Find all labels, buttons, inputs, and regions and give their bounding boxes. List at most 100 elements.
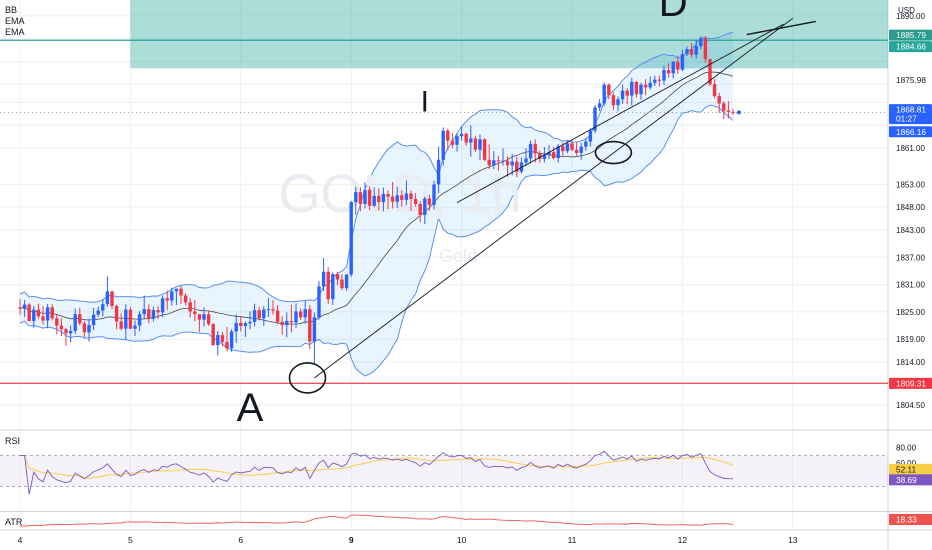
candle-body <box>616 99 620 106</box>
last-price-dot <box>737 110 741 115</box>
rsi-tag: 38.69 <box>896 475 917 485</box>
candle-body <box>717 96 721 104</box>
candle-body <box>174 288 179 292</box>
candle-body <box>703 38 708 60</box>
candle-body <box>666 70 671 74</box>
rsi-tick-label: 80.00 <box>896 444 917 453</box>
candle-body <box>487 159 491 166</box>
candle-body <box>340 279 344 289</box>
candle-body <box>335 274 340 280</box>
time-axis[interactable]: 4 5 6 9 10 11 12 13 <box>18 535 798 545</box>
candle-body <box>22 304 27 309</box>
candle-body <box>312 317 317 342</box>
price-axis[interactable]: 1804.50 1814.00 1819.00 1825.00 1831.00 1837.… <box>889 12 932 410</box>
circle-a <box>288 362 327 394</box>
candle-body <box>41 316 45 321</box>
rsi-tick-label: 60.00 <box>896 459 917 468</box>
candle-body <box>671 61 675 74</box>
candle-body <box>294 311 298 323</box>
candle-body <box>648 82 652 88</box>
candle-body <box>331 274 335 300</box>
drawings[interactable]: A I D <box>237 0 816 430</box>
candle-body <box>722 103 726 111</box>
candle-body <box>82 323 87 333</box>
candle-body <box>547 152 551 155</box>
candle-body <box>464 133 468 143</box>
candle-body <box>538 153 542 159</box>
last-price-tag-bg <box>889 104 932 125</box>
candle-body <box>478 139 482 150</box>
candle-body <box>505 160 510 166</box>
indicator-label-bb[interactable]: BB <box>5 5 18 15</box>
top-line <box>746 20 816 36</box>
support-tag: 1809.31 <box>896 378 926 388</box>
candle-body <box>59 325 64 330</box>
price-tick-label: 1804.50 <box>896 401 925 410</box>
candle-body <box>556 146 560 158</box>
candle-body <box>280 321 284 326</box>
indicator-label-ema[interactable]: EMA <box>5 16 25 26</box>
candle-body <box>597 103 602 108</box>
bb-lower-tag: 1866.16 <box>896 127 926 137</box>
candle-body <box>275 310 280 322</box>
time-tick-label: 11 <box>568 535 577 545</box>
price-tick-label: 1831.00 <box>896 281 925 290</box>
resistance-zone <box>130 0 888 69</box>
candle-body <box>565 143 570 152</box>
price-tick-label: 1825.00 <box>896 308 925 317</box>
price-tick-label: 1837.00 <box>896 253 925 262</box>
candle-body <box>386 193 390 197</box>
wave-label: I <box>421 86 429 119</box>
candle-body <box>607 84 611 96</box>
candle-body <box>73 314 77 332</box>
candle-body <box>36 309 41 317</box>
candle-body <box>726 110 731 113</box>
candle-body <box>620 90 625 100</box>
atr-tag: 18.33 <box>896 515 917 525</box>
candle-body <box>248 321 252 324</box>
candle-body <box>211 324 215 346</box>
candle-body <box>381 193 386 203</box>
rsi-label[interactable]: RSI <box>5 436 21 446</box>
bb-upper-line <box>19 31 734 303</box>
candle-body <box>625 90 629 96</box>
candle-body <box>124 309 128 329</box>
candle-body <box>55 318 59 326</box>
candle-body <box>257 310 261 319</box>
watermark-symbol: GOLD, 1h <box>278 164 521 224</box>
candle-body <box>731 112 735 114</box>
candle-body <box>367 189 372 206</box>
candle-body <box>685 49 689 55</box>
candle-body <box>542 154 547 159</box>
candle-body <box>216 335 220 346</box>
candle-body <box>289 321 294 323</box>
last-price-tag-countdown: 01:27 <box>896 114 917 124</box>
candle-body <box>574 149 579 153</box>
candle-body <box>450 140 455 145</box>
candle-body <box>142 309 146 315</box>
candle-body <box>220 335 225 342</box>
bb-lower-tag-bg <box>889 126 932 138</box>
price-tick-label: 1861.00 <box>896 144 925 153</box>
price-tick-label: 1853.00 <box>896 180 925 189</box>
candle-body <box>524 158 528 163</box>
candle-body <box>496 160 501 162</box>
zone-line-tag-bg <box>889 41 932 53</box>
candle-body <box>317 286 321 318</box>
candle-body <box>492 160 496 166</box>
candle-body <box>50 307 54 319</box>
candle-body <box>469 138 473 143</box>
wave-label: A <box>237 386 264 430</box>
atr-label[interactable]: ATR <box>5 517 23 527</box>
candle-body <box>482 139 487 160</box>
indicator-label-ema-2[interactable]: EMA <box>5 27 25 37</box>
candle-body <box>128 309 133 329</box>
candle-body <box>225 341 229 349</box>
candle-body <box>243 323 248 327</box>
candle-body <box>588 130 593 142</box>
candle-body <box>377 195 381 203</box>
candle-body <box>390 196 395 202</box>
candle-body <box>643 84 648 88</box>
price-tick-label: 1843.00 <box>896 226 925 235</box>
